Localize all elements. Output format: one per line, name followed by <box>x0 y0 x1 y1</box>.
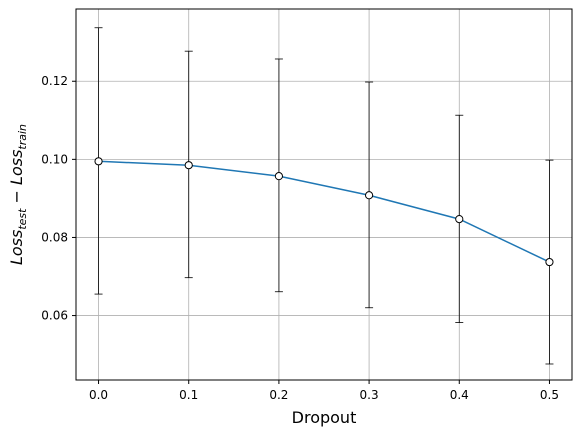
y-axis-label-part: Loss <box>7 230 26 265</box>
x-tick-label: 0.0 <box>89 388 108 402</box>
y-tick-label: 0.10 <box>41 152 68 166</box>
data-point <box>545 257 554 267</box>
data-point <box>94 157 103 166</box>
y-tick-label: 0.06 <box>41 309 68 323</box>
series-line <box>98 160 550 263</box>
plot-area-frame <box>75 8 573 381</box>
axis-ticks: 0.0 0.1 0.2 0.3 0.4 0.5 0.06 0.08 0.10 0.12 <box>41 74 559 402</box>
x-tick-label: 0.1 <box>179 388 198 402</box>
y-axis-label-part: − <box>7 185 26 209</box>
y-axis-label-part: test <box>16 208 29 230</box>
data-point <box>364 191 374 200</box>
x-axis-label: Dropout <box>292 408 357 427</box>
data-point <box>274 172 284 181</box>
markers <box>94 157 554 267</box>
y-axis-label-part: train <box>16 124 29 150</box>
data-point <box>184 161 193 170</box>
x-tick-label: 0.3 <box>360 388 379 402</box>
series-line-group <box>98 160 550 263</box>
data-point <box>455 215 464 224</box>
x-tick-label: 0.2 <box>269 388 288 402</box>
y-axis-label-part: Loss <box>7 150 26 185</box>
y-tick-label: 0.08 <box>41 230 68 244</box>
y-axis-label: Losstest − Losstrain <box>7 124 29 265</box>
y-tick-label: 0.12 <box>41 74 68 88</box>
x-tick-label: 0.4 <box>450 388 469 402</box>
x-tick-label: 0.5 <box>540 388 559 402</box>
